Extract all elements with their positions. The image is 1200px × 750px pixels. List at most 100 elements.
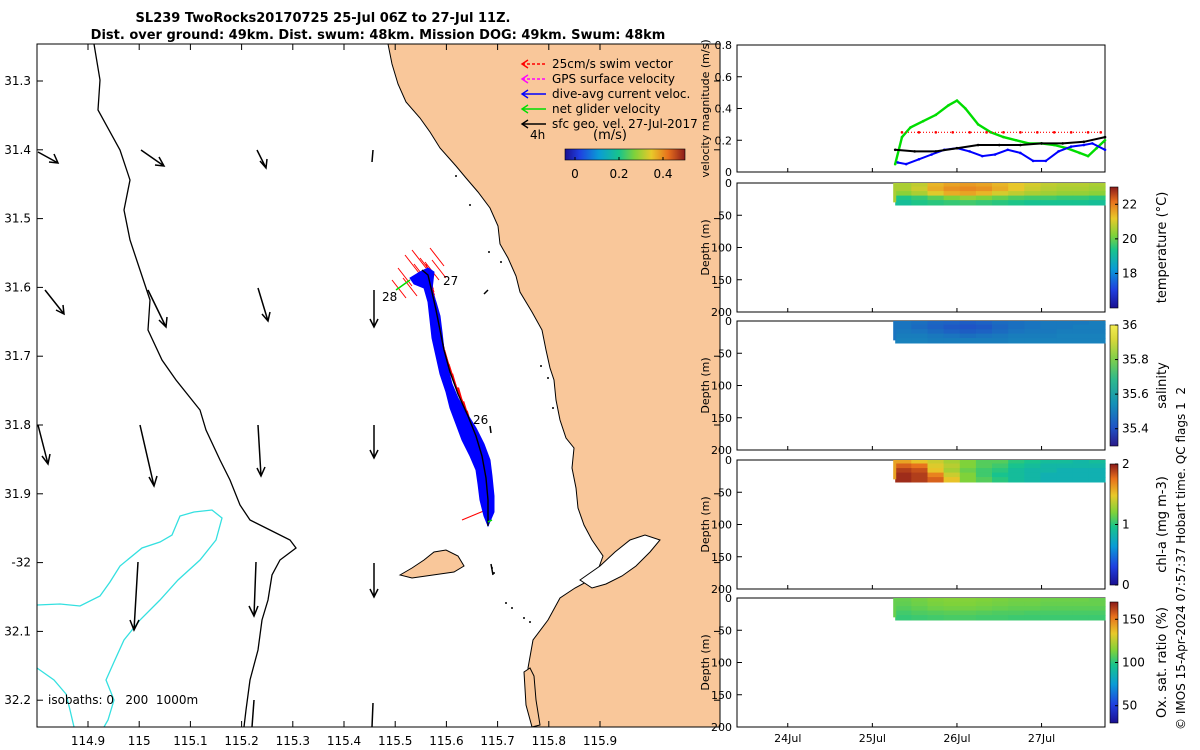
- temperature-cell: [975, 191, 993, 197]
- chl-a-cbar-tick-label: 0: [1122, 578, 1130, 592]
- velocity-point: [917, 158, 921, 161]
- oxygen-cell: [975, 606, 993, 612]
- oxygen-cell: [959, 601, 977, 607]
- salinity-cell: [895, 321, 912, 326]
- temperature-cell: [911, 191, 928, 197]
- chl-a-cell: [1056, 463, 1074, 469]
- velocity-point: [893, 162, 897, 166]
- map-y-tick-label: 31.6: [4, 280, 31, 294]
- salinity-cell: [911, 338, 928, 344]
- temperature-cell: [1040, 195, 1058, 201]
- oxygen-y-tick-label: 200: [711, 721, 732, 734]
- velocity-point: [1082, 143, 1086, 147]
- chl-a-cell: [1072, 460, 1090, 465]
- salinity-cell: [927, 329, 945, 335]
- velocity-point: [1095, 146, 1098, 150]
- salinity-cell: [911, 333, 928, 339]
- oxygen-cell: [1008, 610, 1025, 616]
- temperature-cell: [1088, 191, 1106, 197]
- salinity-cell: [927, 321, 945, 326]
- salinity-cell: [1008, 321, 1025, 326]
- oxygen-cell: [1040, 606, 1058, 612]
- day-label-26: 26: [473, 413, 488, 427]
- chl-a-cell: [1056, 472, 1074, 478]
- velocity-series-dive-avg-current: [897, 142, 1106, 166]
- salinity-cell: [1040, 329, 1058, 335]
- oxygen-cell: [943, 615, 961, 621]
- velocity-point: [1086, 154, 1090, 158]
- salinity-cell: [1040, 333, 1058, 339]
- temperature-cbar-tick-label: 22: [1122, 197, 1137, 211]
- oxygen-cell: [1088, 598, 1106, 603]
- chl-a-cell: [959, 463, 977, 469]
- chl-a-cell: [911, 477, 928, 483]
- chl-a-cell: [1088, 460, 1106, 465]
- chl-a-cell: [1056, 468, 1074, 474]
- temperature-y-tick-label: 0: [725, 177, 732, 190]
- salinity-cell: [1024, 333, 1041, 339]
- oxygen-cell: [975, 610, 993, 616]
- oxygen-cell: [911, 598, 928, 603]
- salinity-colorbar: [1109, 324, 1119, 447]
- temperature-cell: [927, 200, 945, 206]
- legend-arrowhead: [520, 104, 529, 114]
- chl-a-first-profile: [893, 460, 897, 480]
- chl-a-cell: [975, 460, 993, 465]
- temperature-cell: [1008, 191, 1025, 197]
- map-y-tick-label: 31.9: [4, 487, 31, 501]
- chl-a-cell: [1008, 477, 1025, 483]
- oxygen-cell: [1040, 615, 1058, 621]
- velocity-point: [1082, 140, 1086, 144]
- map-y-tick-label: 31.8: [4, 418, 31, 432]
- oxygen-cell: [1024, 610, 1041, 616]
- oxygen-cell: [1088, 615, 1106, 621]
- chl-a-cell: [1040, 477, 1058, 483]
- oxygen-cell: [1072, 615, 1090, 621]
- oxygen-cell: [895, 606, 912, 612]
- velocity-point: [1086, 131, 1090, 134]
- temperature-cell: [895, 186, 912, 192]
- oxygen-cell: [992, 601, 1009, 607]
- oxygen-cell: [1072, 601, 1090, 607]
- oxygen-cell: [959, 598, 977, 603]
- temperature-cell: [1072, 186, 1090, 192]
- oxygen-cell: [1040, 610, 1058, 616]
- chl-a-cell: [959, 477, 977, 483]
- temperature-cell: [1088, 183, 1106, 188]
- land-rottnest-island: [398, 549, 465, 579]
- glider-track-map: 26 27 28 isobaths: 0 200 1000m 114.9 115 1…: [4, 43, 721, 748]
- salinity-cell: [1056, 329, 1074, 335]
- temperature-cell: [992, 195, 1009, 201]
- salinity-cell: [1072, 321, 1090, 326]
- temperature-y-tick-label: 100: [711, 242, 732, 255]
- chl-a-cell: [1040, 463, 1058, 469]
- temperature-cell: [927, 186, 945, 192]
- panels-x-tick-label: 25Jul: [859, 732, 886, 745]
- map-y-axis: 31.3 31.4 31.5 31.6 31.7 31.8 31.9 -32 32.1 32.2: [4, 74, 720, 707]
- salinity-cell: [975, 329, 993, 335]
- velocity-point: [1069, 131, 1073, 134]
- chl-a-cbar-tick-label: 1: [1122, 518, 1130, 532]
- chl-a-cell: [1072, 472, 1090, 478]
- salinity-cell: [911, 321, 928, 326]
- salinity-cell: [975, 333, 993, 339]
- chl-a-cell: [992, 477, 1009, 483]
- glider-ground-track: [421, 269, 489, 526]
- map-x-tick-label: 115.3: [276, 734, 310, 748]
- swim-vector: [397, 267, 413, 287]
- legend-arrowhead: [520, 59, 529, 69]
- chl-a-cell: [1008, 468, 1025, 474]
- map-x-tick-label: 115.8: [532, 734, 566, 748]
- velocity-point: [930, 153, 933, 156]
- oxygen-cell: [1072, 606, 1090, 612]
- sfc-geo-velocity-arrows: [37, 149, 494, 727]
- temperature-cell: [975, 186, 993, 192]
- oxygen-cell: [927, 598, 945, 603]
- salinity-cell: [992, 338, 1009, 344]
- chl-a-cell: [992, 463, 1009, 469]
- temperature-cell: [1040, 186, 1058, 192]
- temperature-y-tick-label: 50: [718, 209, 732, 222]
- chl-a-cell: [1088, 477, 1106, 483]
- velocity-y-tick-label: 0.2: [715, 134, 733, 147]
- map-x-tick-label: 115.6: [429, 734, 463, 748]
